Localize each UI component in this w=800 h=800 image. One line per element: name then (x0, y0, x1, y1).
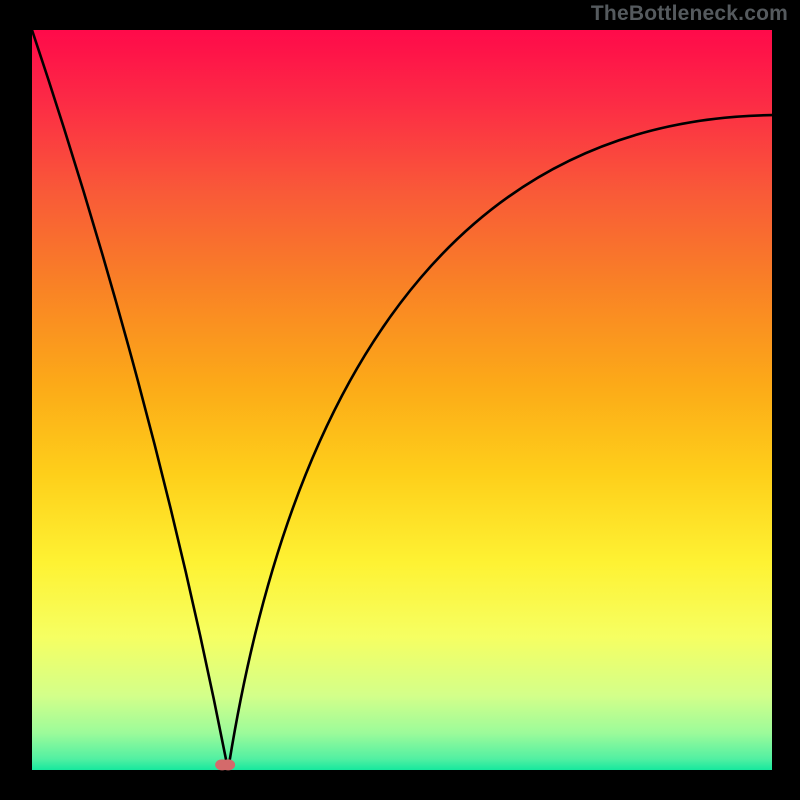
chart-stage: TheBottleneck.com (0, 0, 800, 800)
chart-svg (0, 0, 800, 800)
watermark-text: TheBottleneck.com (591, 2, 788, 26)
notch-marker (215, 759, 235, 770)
